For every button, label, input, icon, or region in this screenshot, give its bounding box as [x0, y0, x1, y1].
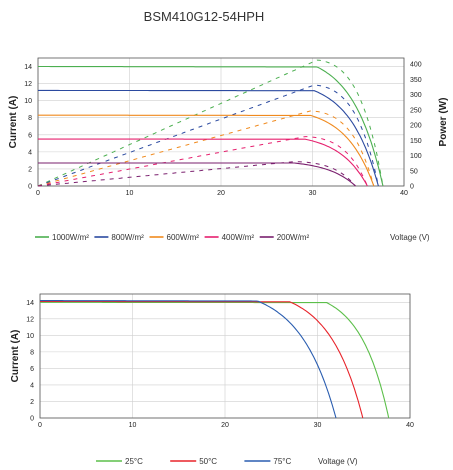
y2-tick-label: 300	[410, 92, 422, 99]
x-tick-label: 0	[36, 190, 40, 197]
power-curve	[37, 110, 375, 187]
temperature-chart: 0 10 20 30 40 0 2 4 6 8 10 12 14 Current (A) 25°C 50°C 7…	[10, 293, 414, 466]
x-axis-title: Voltage (V)	[390, 233, 430, 242]
x-tick-label: 20	[221, 422, 229, 429]
y-tick-label: 8	[30, 349, 34, 356]
current-curve	[38, 138, 368, 187]
legend-label: 50°C	[199, 457, 217, 466]
legend-label: 75°C	[273, 457, 291, 466]
y-tick-label: 4	[28, 149, 32, 156]
chart-title: BSM410G12-54HPH	[144, 9, 265, 24]
y2-axis-title: Power (W)	[438, 98, 449, 147]
y-tick-label: 4	[30, 382, 34, 389]
y-tick-label: 2	[28, 166, 32, 173]
y-tick-label: 14	[24, 64, 32, 71]
y2-tick-label: 50	[410, 168, 418, 175]
legend-label: 25°C	[125, 457, 143, 466]
x-tick-label: 40	[400, 190, 408, 197]
x-axis-title: Voltage (V)	[318, 457, 358, 466]
y-tick-label: 10	[26, 333, 34, 340]
y-tick-label: 14	[26, 300, 34, 307]
legend-label: 200W/m²	[277, 233, 310, 242]
y-tick-label: 0	[30, 416, 34, 423]
current-curve	[38, 114, 375, 187]
legend-label: 600W/m²	[167, 233, 200, 242]
legend-label: 400W/m²	[222, 233, 255, 242]
current-curve	[38, 65, 384, 187]
y-tick-label: 6	[28, 132, 32, 139]
legend-label: 1000W/m²	[52, 233, 89, 242]
x-tick-label: 30	[309, 190, 317, 197]
plot-frame	[37, 57, 405, 187]
y2-tick-label: 100	[410, 153, 422, 160]
y2-tick-label: 400	[410, 62, 422, 69]
current-curve	[38, 89, 379, 187]
power-curve	[37, 59, 384, 187]
legend-label: 800W/m²	[111, 233, 144, 242]
current-curve	[38, 162, 356, 187]
y-tick-label: 6	[30, 366, 34, 373]
current-curve	[40, 300, 364, 419]
y-tick-label: 0	[28, 184, 32, 191]
current-curve	[40, 300, 337, 419]
y2-tick-label: 250	[410, 107, 422, 114]
x-tick-label: 10	[126, 190, 134, 197]
y-axis-title: Current (A)	[10, 330, 21, 383]
y-tick-label: 8	[28, 115, 32, 122]
y-tick-label: 12	[24, 81, 32, 88]
x-tick-label: 30	[314, 422, 322, 429]
y-tick-label: 12	[26, 316, 34, 323]
y2-tick-label: 350	[410, 77, 422, 84]
y-tick-label: 10	[24, 98, 32, 105]
y2-tick-label: 200	[410, 123, 422, 130]
y2-tick-label: 0	[410, 184, 414, 191]
power-curve	[37, 136, 368, 187]
x-tick-label: 0	[38, 422, 42, 429]
plot-frame	[39, 293, 411, 419]
x-tick-label: 10	[129, 422, 137, 429]
power-curve	[37, 84, 379, 187]
current-curve	[40, 301, 390, 419]
x-tick-label: 40	[406, 422, 414, 429]
y2-tick-label: 150	[410, 138, 422, 145]
y-axis-title: Current (A)	[8, 96, 19, 149]
y-tick-label: 2	[30, 399, 34, 406]
x-tick-label: 20	[217, 190, 225, 197]
